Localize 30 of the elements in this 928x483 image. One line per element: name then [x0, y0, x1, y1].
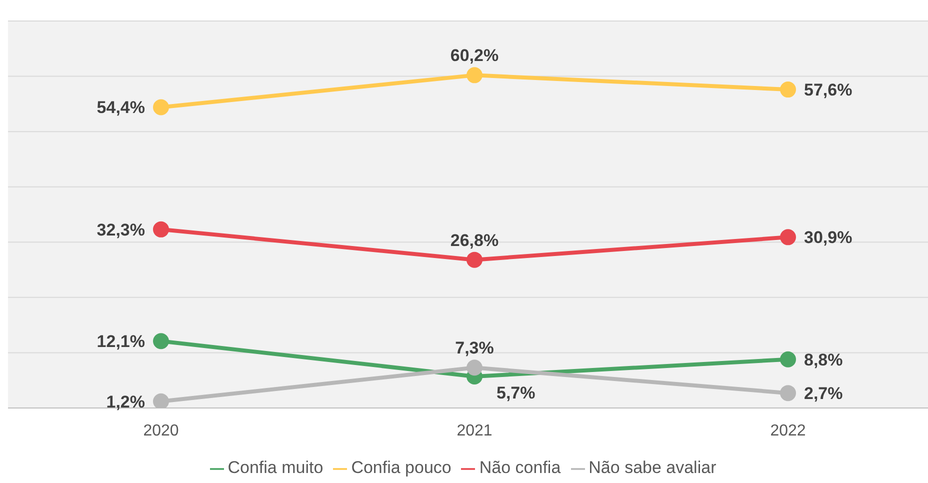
data-label: 57,6% [804, 80, 852, 100]
x-tick-label: 2020 [143, 422, 179, 440]
data-label: 1,2% [106, 392, 145, 412]
data-label: 2,7% [804, 384, 843, 404]
point [780, 229, 796, 246]
data-label: 32,3% [96, 220, 145, 240]
x-tick-label: 2021 [456, 422, 492, 440]
legend-label: Não confia [479, 458, 561, 477]
data-label: 30,9% [804, 228, 852, 248]
point [466, 252, 482, 268]
legend-label: Confia pouco [351, 458, 452, 477]
point [153, 99, 169, 116]
x-tick-label: 2022 [770, 422, 806, 440]
point [780, 385, 796, 402]
data-label: 12,1% [96, 332, 145, 352]
data-label: 60,2% [450, 46, 499, 66]
point [780, 82, 796, 98]
legend-label: Não sabe avaliar [588, 458, 716, 477]
point [780, 351, 796, 368]
legend-label: Confia muito [228, 458, 324, 477]
data-label: 54,4% [96, 98, 145, 118]
point [153, 333, 169, 350]
data-label: 7,3% [455, 338, 494, 358]
data-label: 8,8% [804, 350, 843, 370]
point [466, 67, 482, 84]
point [153, 393, 169, 408]
point [466, 360, 482, 376]
data-label: 5,7% [496, 383, 536, 402]
data-label: 26,8% [450, 230, 499, 250]
point [153, 221, 169, 238]
